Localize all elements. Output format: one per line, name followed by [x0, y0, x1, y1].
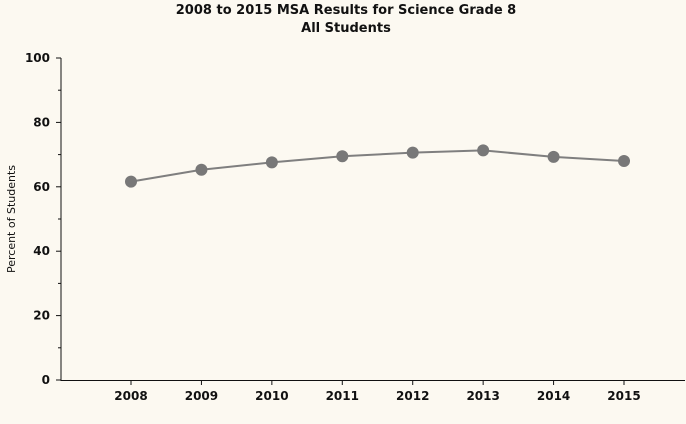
y-tick-label-100: 100	[25, 51, 50, 65]
x-tick-label-2008: 2008	[114, 389, 147, 403]
x-tick-label-2015: 2015	[607, 389, 640, 403]
data-point-2009	[195, 163, 208, 176]
x-tick-label-2014: 2014	[537, 389, 570, 403]
y-axis-ticks: 0 20 40 60 80 100	[25, 51, 61, 387]
x-tick-label-2009: 2009	[185, 389, 218, 403]
series-line-all-students	[130, 149, 626, 183]
y-tick-label-0: 0	[42, 373, 50, 387]
y-tick-label-40: 40	[33, 244, 50, 258]
chart-subtitle: All Students	[301, 21, 391, 36]
x-tick-label-2010: 2010	[255, 389, 288, 403]
data-point-2014	[547, 150, 560, 163]
x-tick-label-2013: 2013	[466, 389, 499, 403]
y-tick-label-20: 20	[33, 309, 50, 323]
data-point-2008	[125, 175, 137, 188]
x-tick-label-2012: 2012	[396, 389, 429, 403]
y-axis-title: Percent of Students	[5, 165, 18, 273]
data-point-2013	[477, 144, 490, 157]
data-point-2015	[618, 155, 631, 168]
y-tick-label-60: 60	[33, 180, 50, 194]
x-tick-label-2011: 2011	[326, 389, 359, 403]
data-point-2012	[406, 146, 419, 159]
data-point-2010	[265, 156, 278, 169]
x-axis-ticks: 2008 2009 2010 2011 2012 2013 2014 2015	[114, 380, 641, 403]
data-point-2011	[336, 150, 349, 163]
series-points-all-students	[125, 144, 631, 188]
chart-title: 2008 to 2015 MSA Results for Science Gra…	[176, 3, 516, 18]
y-tick-label-80: 80	[33, 115, 50, 129]
